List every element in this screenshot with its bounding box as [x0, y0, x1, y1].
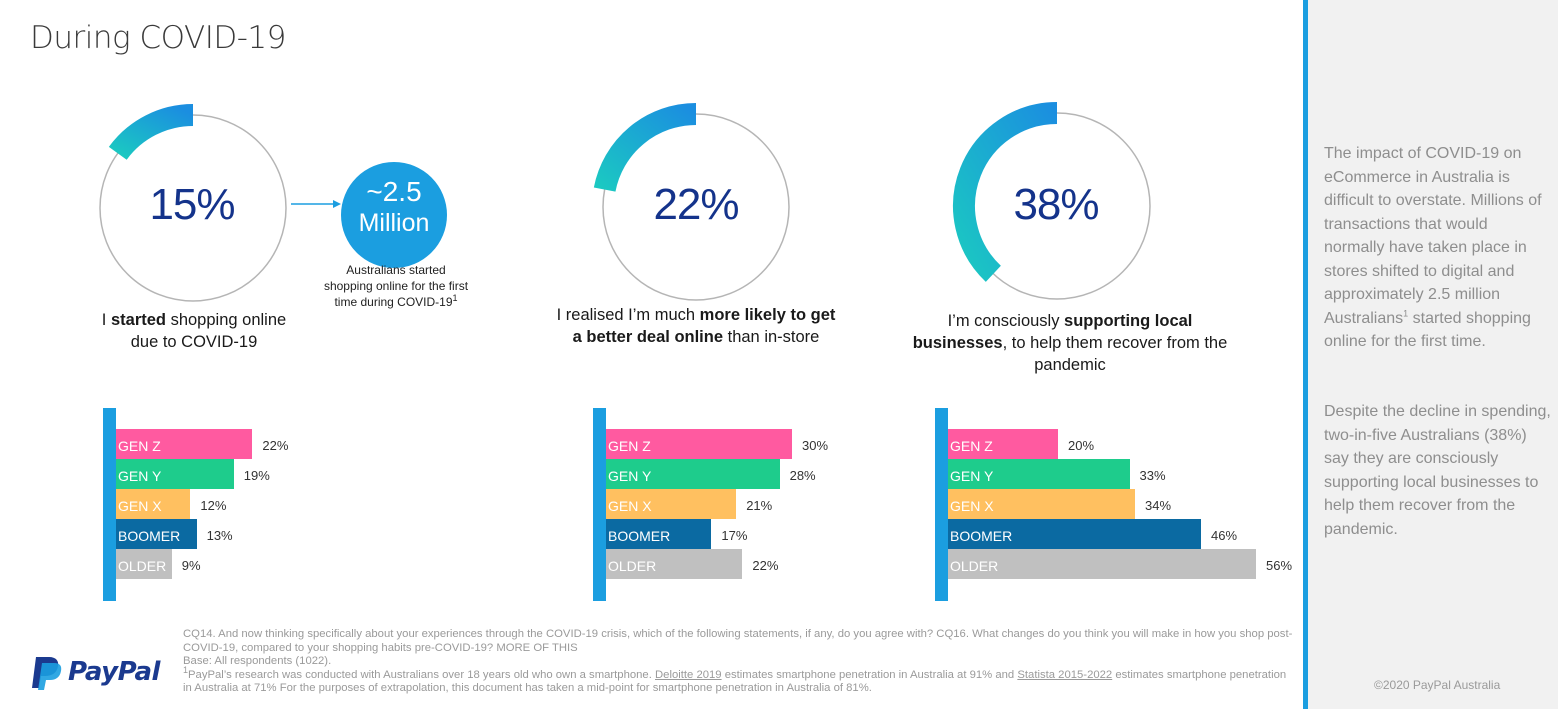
chart-1-value-older: 9% — [181, 558, 201, 573]
stat-1-statement-post: shopping online due to COVID-19 — [130, 311, 287, 351]
stat-2-value: 22% — [653, 180, 739, 229]
copyright: ©2020 PayPal Australia — [1374, 678, 1501, 692]
stat-1-statement-bold: started — [110, 311, 166, 329]
page-title: During COVID-19 — [30, 20, 286, 56]
chart-3-bar-gen-x — [948, 489, 1135, 519]
million-unit: Million — [358, 209, 430, 237]
chart-1-bar-gen-y — [116, 459, 234, 489]
chart-1-label-boomer: BOOMER — [118, 528, 181, 544]
statista-link[interactable]: Statista 2015-2022 — [1017, 668, 1113, 681]
chart-1-bar-boomer — [116, 519, 197, 549]
chart-3-value-gen-y: 33% — [1139, 468, 1166, 483]
arrow-icon — [291, 200, 341, 208]
stat-3-value: 38% — [1013, 180, 1099, 229]
stat-3-statement-bold: supporting local businesses — [912, 312, 1193, 352]
footnote-question: CQ14. And now thinking specifically abou… — [183, 628, 1293, 654]
sidebar-paragraph-1-b: started shopping online for the first ti… — [1324, 309, 1531, 351]
sidebar-paragraph-1: The impact of COVID-19 on eCommerce in A… — [1324, 142, 1552, 354]
sidebar-paragraph-1-sup: 1 — [1403, 308, 1409, 319]
chart-1-label-gen-x: GEN X — [118, 498, 162, 514]
chart-3-bar-gen-z — [948, 429, 1058, 459]
chart-1-label-older: OLDER — [118, 558, 167, 574]
chart-3-bar-older — [948, 549, 1256, 579]
chart-2-label-older: OLDER — [608, 558, 657, 574]
footnote-source-a: PayPal’s research was conducted with Aus… — [188, 668, 655, 681]
chart-1-bar-older — [116, 549, 172, 579]
footnote-base: Base: All respondents (1022). — [183, 655, 332, 667]
million-caption: Australians started shopping online for … — [322, 262, 470, 310]
stat-3-ring-arc — [953, 102, 1058, 282]
stat-2-statement: I realised I’m much more likely to get a… — [556, 304, 836, 348]
chart-3-bar-boomer — [948, 519, 1201, 549]
chart-3-bar-gen-y — [948, 459, 1130, 489]
chart-1-bar-gen-x — [116, 489, 191, 519]
chart-3-label-gen-z: GEN Z — [950, 438, 993, 454]
chart-1-value-gen-x: 12% — [200, 498, 227, 513]
paypal-logo-text: PayPal — [68, 657, 160, 687]
stat-3-statement: I’m consciously supporting local busines… — [910, 310, 1230, 376]
footnote-source: 1PayPal’s research was conducted with Au… — [183, 665, 1293, 696]
chart-1-axis — [103, 408, 116, 601]
stat-2-statement-pre: I realised I’m much — [556, 306, 700, 324]
footnote-source-b: estimates smartphone penetration in Aust… — [721, 668, 1018, 681]
chart-2-value-boomer: 17% — [721, 528, 748, 543]
chart-2-axis — [593, 408, 606, 601]
chart-1-bar-gen-z — [116, 429, 253, 459]
chart-3-label-older: OLDER — [950, 558, 999, 574]
chart-2-value-gen-z: 30% — [802, 438, 829, 453]
chart-2-label-gen-x: GEN X — [608, 498, 652, 514]
stat-1-value: 15% — [149, 180, 235, 229]
million-callout: ~2.5 Million — [341, 162, 447, 268]
chart-2-value-older: 22% — [752, 558, 779, 573]
chart-2-label-boomer: BOOMER — [608, 528, 671, 544]
paypal-logo-icon — [32, 657, 62, 690]
chart-3-value-boomer: 46% — [1211, 528, 1238, 543]
chart-2-label-gen-y: GEN Y — [608, 468, 652, 484]
chart-3-label-boomer: BOOMER — [950, 528, 1013, 544]
stat-3-statement-post: , to help them recover from the pandemic — [1002, 334, 1228, 374]
sidebar-panel — [1308, 0, 1558, 709]
chart-3-label-gen-x: GEN X — [950, 498, 994, 514]
chart-1-value-boomer: 13% — [206, 528, 233, 543]
chart-3-axis — [935, 408, 948, 601]
million-caption-text: Australians started shopping online for … — [323, 263, 469, 309]
stat-2-ring-arc — [593, 103, 697, 192]
chart-3-value-older: 56% — [1266, 558, 1293, 573]
footnote-sup: 1 — [183, 664, 189, 675]
chart-3-value-gen-z: 20% — [1068, 438, 1095, 453]
deloitte-link[interactable]: Deloitte 2019 — [655, 668, 722, 681]
chart-2-value-gen-x: 21% — [746, 498, 773, 513]
chart-1-value-gen-y: 19% — [243, 468, 270, 483]
chart-2-bar-gen-x — [606, 489, 737, 519]
sidebar-paragraph-2: Despite the decline in spending, two-in-… — [1324, 403, 1551, 538]
chart-2-bar-older — [606, 549, 743, 579]
footnote: CQ14. And now thinking specifically abou… — [183, 628, 1293, 696]
chart-1-label-gen-z: GEN Z — [118, 438, 161, 454]
ring-gauges — [99, 102, 1151, 302]
chart-2-bar-gen-y — [606, 459, 780, 489]
stat-2-statement-bold: more likely to get a better deal online — [572, 306, 836, 346]
sidebar-divider — [1303, 0, 1308, 709]
stat-3-statement-pre: I’m consciously — [947, 312, 1065, 330]
million-value: ~2.5 — [366, 176, 422, 207]
chart-2-value-gen-y: 28% — [789, 468, 816, 483]
chart-1-label-gen-y: GEN Y — [118, 468, 162, 484]
chart-1-value-gen-z: 22% — [262, 438, 289, 453]
stat-1-statement: I started shopping online due to COVID-1… — [88, 309, 300, 353]
stat-2-statement-post: than in-store — [723, 328, 820, 346]
footnote-source-c: estimates smartphone penetration in Aust… — [183, 668, 1287, 695]
chart-2-bar-boomer — [606, 519, 712, 549]
chart-2-bar-gen-z — [606, 429, 792, 459]
stat-1-statement-pre: I — [101, 311, 111, 329]
sidebar-paragraph-1-a: The impact of COVID-19 on eCommerce in A… — [1324, 145, 1542, 327]
million-caption-sup: 1 — [452, 293, 458, 303]
chart-3-value-gen-x: 34% — [1145, 498, 1172, 513]
chart-2-label-gen-z: GEN Z — [608, 438, 651, 454]
chart-3-label-gen-y: GEN Y — [950, 468, 994, 484]
stat-1-ring-arc — [108, 104, 194, 161]
